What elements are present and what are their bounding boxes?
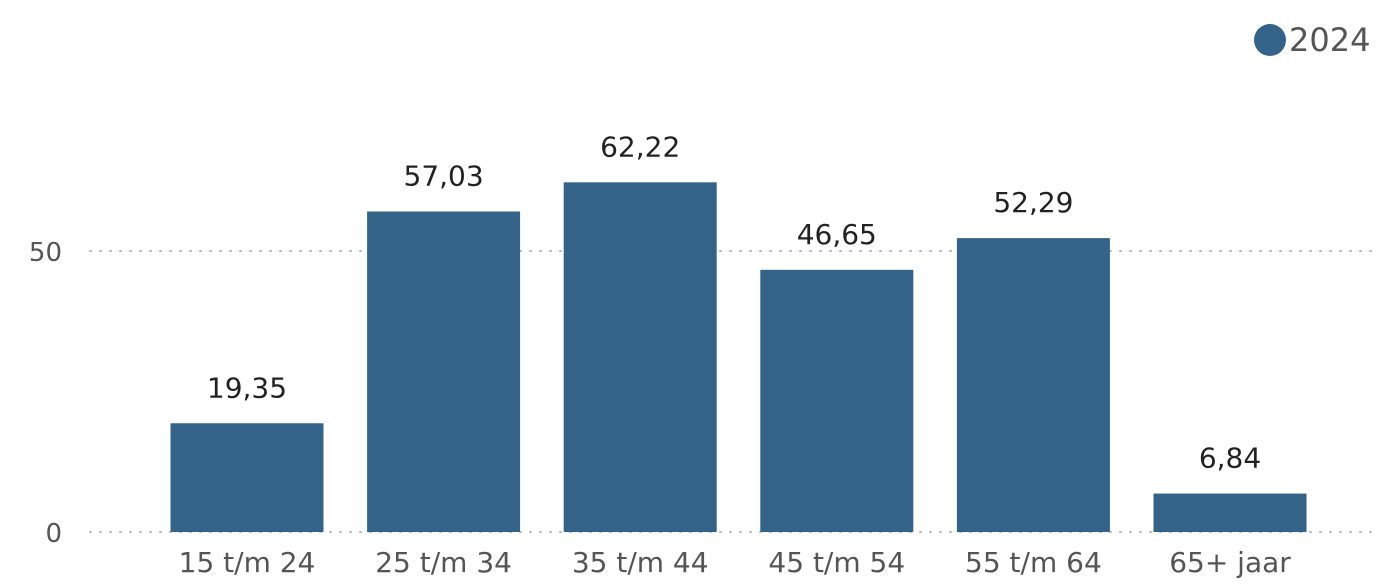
bar-2[interactable] [367,211,521,532]
x-tick-label-2: 25 t/m 34 [375,546,512,579]
y-tick-label-0: 0 [45,519,62,549]
data-label-2: 57,03 [404,159,484,192]
bar-4[interactable] [760,269,914,532]
data-label-3: 62,22 [600,130,680,163]
bar-5[interactable] [956,238,1110,533]
data-label-4: 46,65 [797,218,877,251]
legend-swatch-2024 [1254,24,1286,56]
legend-label-2024: 2024 [1289,21,1370,59]
bar-1[interactable] [170,423,324,532]
data-label-6: 6,84 [1199,442,1261,475]
x-tick-label-4: 45 t/m 54 [768,546,905,579]
legend[interactable]: 2024 [1254,21,1370,59]
x-tick-label-6: 65+ jaar [1169,546,1291,579]
bars [170,182,1307,533]
bar-3[interactable] [563,182,717,532]
gridlines [89,250,1373,533]
data-label-5: 52,29 [993,186,1073,219]
y-axis-ticks: 0 50 [29,238,62,549]
data-labels: 19,35 57,03 62,22 46,65 52,29 6,84 [207,130,1261,474]
x-tick-label-1: 15 t/m 24 [179,546,316,579]
x-tick-label-5: 55 t/m 64 [965,546,1102,579]
data-label-1: 19,35 [207,371,287,404]
x-axis-ticks: 15 t/m 24 25 t/m 34 35 t/m 44 45 t/m 54 55 t… [179,546,1292,579]
bar-6[interactable] [1153,493,1307,532]
y-tick-label-50: 50 [29,238,62,268]
x-tick-label-3: 35 t/m 44 [572,546,709,579]
